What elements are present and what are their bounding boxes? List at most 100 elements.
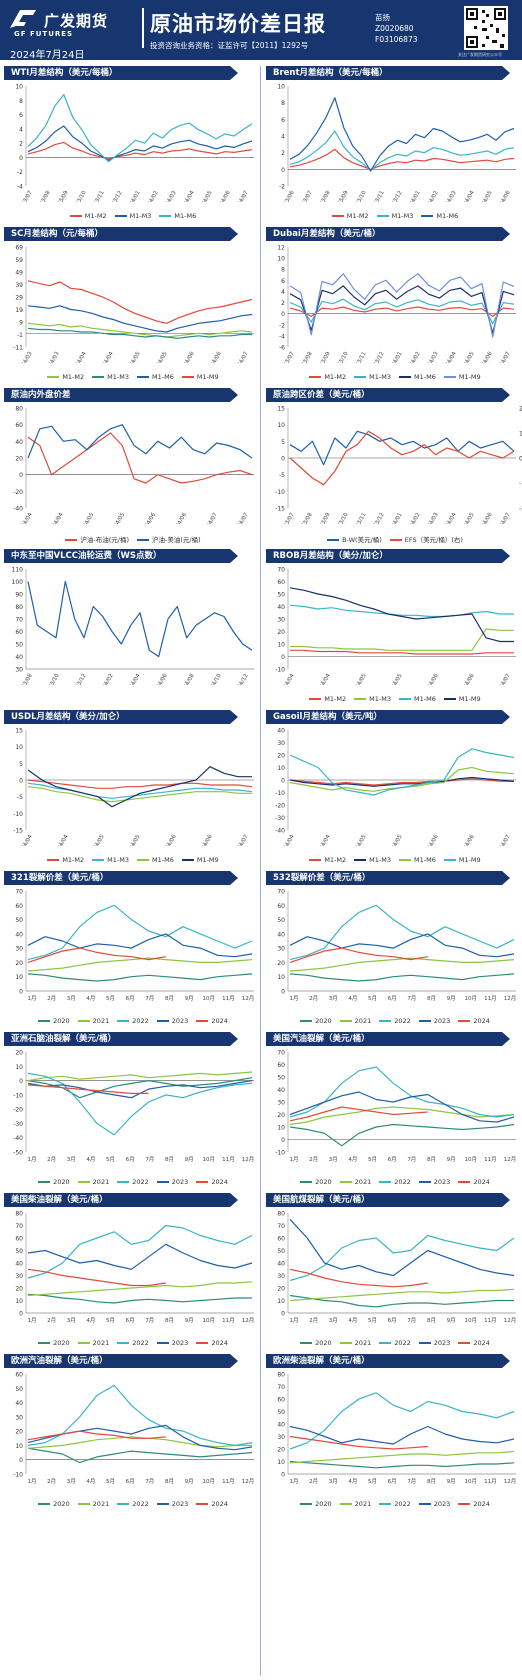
x-tick-label: 5月: [106, 1317, 115, 1324]
legend-swatch: [354, 698, 367, 700]
x-tick-label: 5月: [106, 1478, 115, 1485]
x-tick-label: 2023/09: [315, 512, 332, 524]
x-tick-label: 8月: [427, 1478, 436, 1485]
x-tick-label: 10月: [464, 1156, 477, 1163]
legend-label: 2021: [92, 1178, 110, 1186]
legend-swatch: [331, 215, 344, 217]
legend-label: M1-M2: [84, 212, 107, 220]
legend-label: M1-M9: [196, 856, 219, 864]
y-tick-label: -10: [13, 1472, 23, 1479]
legend-swatch: [38, 1181, 51, 1183]
y-tick-label: 2: [281, 150, 285, 157]
y-tick-label: 10: [277, 84, 285, 91]
x-tick-label: 2024/04: [48, 512, 65, 524]
chart-svg: 60 50 40 30 20 10 0 -10 1月 2月 3月 4月 5月 6月 7月 8月 9月 10月 11月…: [13, 1372, 255, 1486]
y-tick-label: 8: [281, 100, 285, 107]
y-tick-label: 20: [277, 1286, 285, 1293]
chart-panel-p2: Brent月差结构（美元/每桶） 10 8 6 4 2 0 -2 2023/06 2023/07 2…: [266, 66, 522, 223]
series-line-2: [27, 327, 252, 339]
y-tick-label: 70: [277, 567, 285, 574]
y-tick-label: 70: [277, 889, 285, 896]
legend-swatch: [77, 1020, 90, 1022]
series-line-4: [289, 1425, 515, 1445]
series-line-1: [27, 1077, 253, 1099]
x-tick-label: 11月: [484, 1317, 497, 1324]
x-tick-label: 1月: [290, 995, 299, 1002]
series-line-3: [289, 97, 515, 172]
series-line-2: [27, 1436, 252, 1449]
chart-panel-p16: 美国航煤裂解（美元/桶） 80 70 60 50 40 30 20 10 0 1月 2月 3月 4月 5月 6…: [266, 1193, 522, 1350]
legend-label: M1-M2: [324, 373, 347, 381]
y-tick-label: 20: [15, 456, 23, 463]
legend-label: 2022: [394, 1017, 411, 1025]
legend-item: 沪油-布油(元/桶): [65, 534, 129, 544]
x-tick-label: 4月: [348, 1317, 357, 1324]
x-tick-label: 10月: [202, 1156, 215, 1163]
legend-item: M1-M3: [114, 212, 151, 220]
x-tick-label: 3月: [67, 1156, 76, 1163]
x-tick-label: 2023/10: [333, 512, 350, 524]
legend-swatch: [399, 859, 411, 861]
legend-item: 2023: [418, 1017, 450, 1025]
legend-item: 2021: [77, 1017, 109, 1025]
x-tick-label: 2023/11: [89, 190, 106, 202]
legend-swatch: [458, 1503, 471, 1505]
report-date: 2024年7月24日: [10, 50, 85, 61]
y-tick-label: 80: [15, 604, 23, 611]
legend-item: 2021: [77, 1500, 109, 1508]
legend-swatch: [92, 376, 105, 378]
x-tick-label: 2024/03: [161, 190, 178, 202]
y-tick-label: 5: [281, 439, 285, 446]
legend-label: M1-M6: [414, 856, 436, 864]
x-tick-label: 12月: [242, 1478, 255, 1485]
series-line-5: [289, 1106, 428, 1122]
x-tick-label: 2月: [309, 995, 318, 1002]
brand-name: 广发期货: [44, 12, 109, 30]
qr-code-icon[interactable]: [464, 6, 508, 50]
x-tick-label: 5月: [106, 995, 115, 1002]
series-line-2: [289, 1288, 515, 1302]
y-tick-label: 30: [277, 1100, 285, 1107]
legend-item: 2022: [117, 1017, 149, 1025]
x-tick-label: 2024/02: [405, 512, 422, 524]
x-tick-label: 2024/05: [79, 512, 96, 524]
series-line-4: [289, 933, 515, 958]
x-tick-label: 2月: [47, 995, 56, 1002]
x-tick-label: 8月: [165, 1478, 174, 1485]
x-tick-label: 2024/06: [477, 351, 494, 363]
chart-svg: 20 10 0 -10 -20 -30 -40 -50 1月 2月 3月 4月 5月 6月 7月 8月 9月 10…: [13, 1050, 254, 1164]
y-tick-label: 8: [281, 267, 285, 274]
legend-item: 2022: [117, 1339, 149, 1347]
x-tick-label: 2024/12: [233, 673, 250, 685]
series-line-3: [27, 305, 253, 333]
legend-swatch: [339, 1020, 352, 1022]
x-tick-label: 2024/01: [387, 351, 404, 363]
y-tick-label: -30: [13, 1121, 23, 1128]
x-tick-label: 2024/04: [459, 190, 476, 202]
series-line-2: [289, 1106, 515, 1126]
chart-panel-p12: 532裂解价差（美元/桶） 70 60 50 40 30 20 10 0 1月 2月 3月 4月 5月 6月…: [266, 871, 522, 1028]
chart-legend: 2020 2021 2022 2023 2024: [266, 1339, 522, 1347]
y-tick-label: 50: [15, 1386, 23, 1393]
series-line-3: [289, 904, 515, 961]
x-tick-label: 2024/06: [495, 190, 512, 202]
legend-item: EFS（美元/桶）(右): [389, 534, 463, 544]
legend-swatch: [339, 1181, 352, 1183]
legend-item: M1-M3: [354, 856, 391, 864]
legend-swatch: [309, 859, 322, 861]
x-tick-label: 7月: [407, 995, 416, 1002]
y-tick-label: -30: [275, 815, 285, 822]
x-tick-label: 5月: [106, 1156, 115, 1163]
y-tick-label: -6: [279, 345, 285, 352]
license-text: 投资咨询业务资格：证监许可【2011】1292号: [150, 41, 309, 50]
x-tick-label: 2023/11: [351, 512, 368, 524]
legend-label: M1-M9: [196, 373, 219, 381]
chart-legend: M1-M2 M1-M3 M1-M6 M1-M9: [4, 856, 262, 864]
x-tick-label: 2024/04: [125, 673, 142, 685]
legend-item: B-W(美元/桶): [327, 534, 382, 544]
y-tick-label: 10: [277, 974, 285, 981]
legend-swatch: [196, 1181, 209, 1183]
legend-swatch: [156, 1181, 169, 1183]
y-tick-label: 20: [15, 960, 23, 967]
x-tick-label: 9月: [185, 995, 194, 1002]
